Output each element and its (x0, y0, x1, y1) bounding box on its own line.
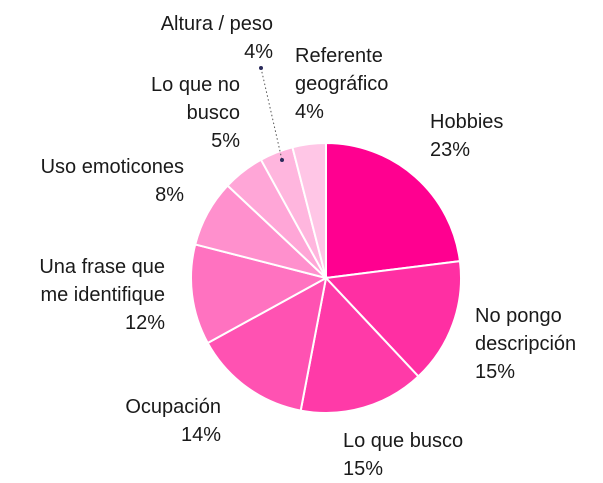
value-label: 15% (475, 361, 516, 383)
pie-slice (323, 259, 462, 378)
slice-label: No pongo descripción 15% (475, 302, 603, 386)
pie-slice (206, 276, 328, 412)
value-label: 14% (180, 424, 221, 446)
slice-label: Ocupación 14% (61, 393, 221, 449)
category-label: Altura / peso (160, 13, 273, 35)
category-label: Lo que busco (343, 430, 464, 452)
value-label: 4% (295, 101, 324, 123)
pie-slice (291, 141, 327, 279)
category-label: Hobbies (430, 111, 504, 133)
leader-line (260, 67, 283, 161)
value-label: 15% (343, 458, 384, 480)
value-label: 4% (244, 41, 273, 63)
pie-slice (190, 243, 329, 345)
value-label: 8% (155, 184, 184, 206)
category-label: No pongo descripción (475, 305, 577, 355)
category-label: Referente geográfico (295, 45, 389, 95)
value-label: 23% (430, 139, 471, 161)
slice-label: Una frase que me identifique 12% (15, 253, 165, 337)
category-label: Uso emoticones (40, 156, 184, 178)
slice-label: Lo que no busco 5% (125, 71, 240, 155)
slice-label: Altura / peso 4% (113, 10, 273, 66)
leader-dot (259, 66, 263, 70)
value-label: 12% (124, 312, 165, 334)
slice-label: Hobbies 23% (430, 108, 580, 164)
pie-slice (299, 275, 420, 414)
slice-label: Uso emoticones 8% (0, 153, 184, 209)
slice-label: Referente geográfico 4% (295, 42, 410, 126)
category-label: Ocupación (125, 396, 221, 418)
value-label: 5% (211, 130, 240, 152)
category-label: Una frase que me identifique (39, 256, 165, 306)
pie-slice (325, 141, 462, 280)
category-label: Lo que no busco (151, 74, 240, 124)
leader-dot (280, 158, 284, 162)
slice-label: Lo que busco 15% (343, 427, 543, 483)
